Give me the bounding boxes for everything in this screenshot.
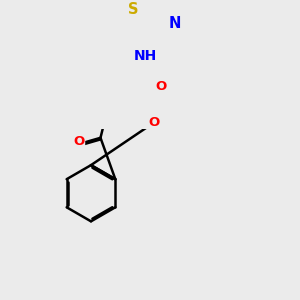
Text: O: O (73, 135, 85, 148)
Text: NH: NH (134, 49, 157, 63)
Text: O: O (149, 116, 160, 129)
Text: O: O (155, 80, 167, 93)
Text: N: N (169, 16, 181, 32)
Text: S: S (128, 2, 139, 17)
